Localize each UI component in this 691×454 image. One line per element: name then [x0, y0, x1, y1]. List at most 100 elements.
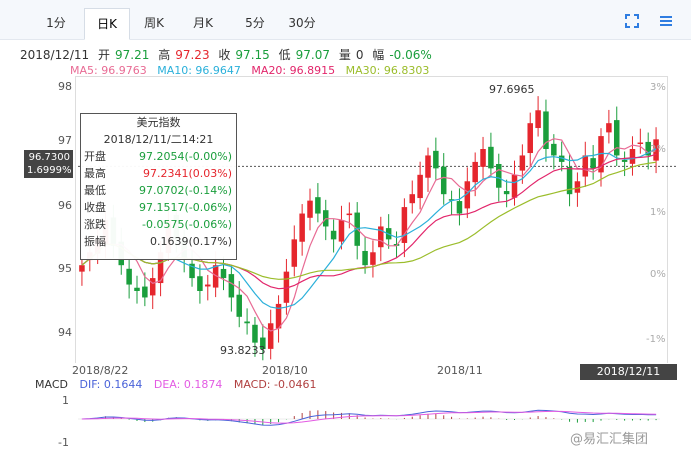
candle-body [205, 284, 211, 287]
ma10-line [81, 148, 657, 310]
candle-body [582, 155, 589, 177]
candle-body [543, 111, 549, 149]
macd-dea: DEA: 0.1874 [153, 378, 223, 391]
pct-tick: 2% [650, 144, 666, 155]
candle-body [440, 166, 447, 195]
quote-date: 2018/12/11 [20, 48, 90, 62]
candle-body [519, 155, 526, 171]
candle-body [409, 194, 416, 204]
candle-body [260, 337, 266, 350]
low-label: 低 [278, 48, 291, 62]
candle-body [464, 181, 471, 209]
candle-body [378, 226, 384, 248]
macd-y-tick: -1 [58, 436, 69, 449]
tab-1min[interactable]: 1分 [46, 16, 66, 30]
candle-body [496, 164, 502, 188]
tooltip-row-open: 开盘 97.2054(-0.00%) [81, 148, 236, 165]
y-tick: 98 [58, 80, 72, 93]
candle-body [433, 150, 439, 169]
candle-body [456, 201, 463, 214]
dea-line [81, 410, 657, 424]
candle-body [448, 199, 455, 201]
tooltip-row-amplitude: 振幅 0.1639(0.17%) [81, 233, 236, 250]
tooltip-key: 最低 [84, 184, 106, 197]
x-tick: 2018/10 [262, 364, 308, 377]
volume-value: 0 [355, 48, 364, 62]
candle-body [370, 252, 376, 265]
candle-body [613, 120, 620, 156]
tooltip-key: 开盘 [84, 150, 106, 163]
candle-body [189, 263, 195, 279]
watermark: @易汇汇集团 [570, 432, 649, 447]
tab-weekly[interactable]: 周K [144, 16, 164, 30]
candle-body [267, 323, 274, 349]
candle-body [212, 265, 219, 288]
close-label: 收 [218, 48, 231, 62]
candle-body [330, 230, 337, 240]
y-tick: 94 [58, 326, 72, 339]
candle-body [244, 321, 250, 324]
candle-body [142, 286, 148, 298]
close-value: 97.15 [235, 48, 270, 62]
tooltip-key: 振幅 [84, 235, 106, 248]
candle-body [590, 158, 596, 169]
candle-body [299, 213, 305, 242]
candle-body [338, 220, 345, 242]
period-tabs: 1分 日K 周K 月K 5分 30分 [0, 0, 691, 40]
candle-body [488, 146, 494, 169]
candle-body [79, 265, 85, 272]
quote-line: 2018/12/11 开 97.21 高 97.23 收 97.15 低 97.07 量… [20, 46, 437, 63]
tooltip-value: 97.0702(-0.14%) [139, 184, 232, 197]
tooltip-value: 97.2054(-0.00%) [139, 150, 232, 163]
dif-line [81, 409, 657, 426]
macd-dif: DIF: 0.1644 [79, 378, 143, 391]
tooltip-datetime: 2018/12/11/二14:21 [103, 133, 214, 146]
candle-body [275, 303, 282, 329]
pct-tick: 0% [650, 269, 666, 280]
candle-body [283, 271, 290, 303]
candle-body [637, 142, 644, 144]
pct-tick: 3% [650, 82, 666, 93]
tooltip-key: 涨跌 [84, 218, 106, 231]
macd-y-tick: 1 [62, 394, 69, 407]
open-value: 97.21 [115, 48, 150, 62]
tab-daily[interactable]: 日K [84, 8, 130, 40]
tooltip-title: 美元指数 [136, 116, 181, 129]
volume-label: 量 [338, 48, 351, 62]
crosshair-time-tag: 2018/12/11 14:21 [580, 364, 677, 394]
candle-body [401, 207, 408, 243]
fullscreen-icon[interactable] [625, 14, 639, 28]
macd-value: MACD: -0.0461 [233, 378, 317, 391]
low-value: 97.07 [295, 48, 330, 62]
low-annotation: 93.8233 [220, 344, 266, 357]
y-tick: 96 [58, 199, 72, 212]
candle-body [645, 141, 651, 156]
candle-body [291, 239, 298, 267]
ma30-value: MA30: 96.8303 [345, 64, 430, 77]
tab-30min[interactable]: 30分 [288, 16, 316, 30]
high-label: 高 [158, 48, 171, 62]
x-tick: 2018/11 [437, 364, 483, 377]
high-value: 97.23 [175, 48, 210, 62]
candle-body [535, 110, 541, 129]
tooltip-row-high: 最高 97.2341(0.03%) [81, 165, 236, 182]
candle-body [527, 123, 533, 154]
ma5-value: MA5: 96.9763 [70, 64, 147, 77]
current-pct: 1.6999% [27, 165, 72, 176]
tab-5min[interactable]: 5分 [245, 16, 265, 30]
ma10-value: MA10: 96.9647 [157, 64, 241, 77]
ma-legend: MA5: 96.9763 MA10: 96.9647 MA20: 96.8915… [70, 64, 436, 77]
candle-body [629, 149, 636, 164]
candle-body [574, 181, 581, 193]
candle-body [252, 324, 258, 343]
kline-plot[interactable] [75, 76, 668, 363]
amplitude-value: -0.06% [389, 48, 432, 62]
candle-body [197, 276, 203, 291]
tab-monthly[interactable]: 月K [193, 16, 213, 30]
amplitude-label: 幅 [372, 48, 385, 62]
settings-icon[interactable] [659, 14, 673, 28]
candle-body [134, 287, 140, 291]
high-annotation: 97.6965 [489, 83, 535, 96]
candle-body [480, 149, 486, 167]
